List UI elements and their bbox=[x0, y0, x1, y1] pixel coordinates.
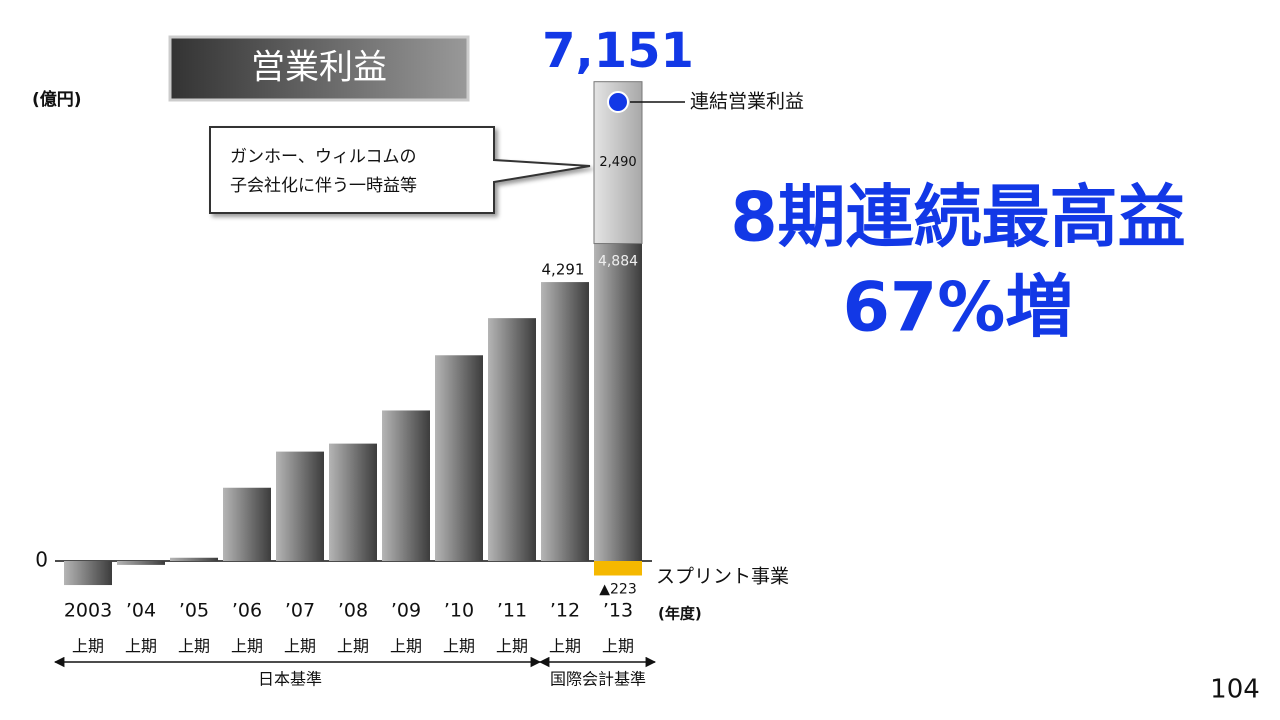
headline: 8期連続最高益 bbox=[730, 179, 1185, 258]
legend-marker bbox=[607, 91, 629, 113]
x-tick-label: ’05 bbox=[179, 600, 209, 622]
title-box bbox=[168, 35, 470, 102]
data-label: 2,490 bbox=[599, 155, 636, 170]
bar bbox=[488, 318, 536, 561]
period-label: 上期 bbox=[125, 637, 157, 656]
legend-label: 連結営業利益 bbox=[690, 91, 804, 113]
data-label: 4,884 bbox=[598, 254, 638, 270]
period-label: 上期 bbox=[549, 637, 581, 656]
x-tick-label: ’07 bbox=[285, 600, 315, 622]
bar bbox=[594, 243, 642, 562]
chart-title: 営業利益 bbox=[251, 48, 387, 88]
unit-label: (億円) bbox=[32, 89, 82, 110]
x-tick-label: ’09 bbox=[391, 600, 421, 622]
data-label: ▲223 bbox=[599, 581, 637, 597]
x-tick-label: ’13 bbox=[603, 600, 633, 622]
page-number: 104 bbox=[1210, 675, 1260, 705]
period-label: 上期 bbox=[178, 637, 210, 656]
x-label: (年度) bbox=[658, 605, 702, 623]
standard-label: 日本基準 bbox=[258, 670, 322, 689]
x-tick-label: ’08 bbox=[338, 600, 368, 622]
series-label: スプリント事業 bbox=[656, 566, 789, 588]
period-label: 上期 bbox=[231, 637, 263, 656]
x-tick-label: ’11 bbox=[497, 600, 527, 622]
period-label: 上期 bbox=[496, 637, 528, 656]
callout-text: 子会社化に伴う一時益等 bbox=[230, 176, 417, 196]
bar bbox=[64, 561, 112, 586]
standard-label: 国際会計基準 bbox=[550, 670, 646, 689]
bar bbox=[117, 561, 165, 565]
period-label: 上期 bbox=[284, 637, 316, 656]
data-label: 4,291 bbox=[542, 261, 585, 279]
bar bbox=[170, 557, 218, 561]
bar bbox=[382, 410, 430, 561]
x-tick-label: ’12 bbox=[550, 600, 580, 622]
x-tick-label: ’10 bbox=[444, 600, 474, 622]
bar bbox=[276, 451, 324, 561]
headline: 67%増 bbox=[843, 269, 1074, 348]
period-label: 上期 bbox=[602, 637, 634, 656]
period-label: 上期 bbox=[337, 637, 369, 656]
x-tick-label: ’06 bbox=[232, 600, 262, 622]
total-label: 7,151 bbox=[542, 23, 694, 79]
x-tick-label: ’04 bbox=[126, 600, 156, 622]
period-label: 上期 bbox=[390, 637, 422, 656]
period-label: 上期 bbox=[72, 637, 104, 656]
bar bbox=[594, 561, 642, 576]
bar bbox=[223, 487, 271, 561]
bar bbox=[435, 355, 483, 561]
x-tick-label: 2003 bbox=[64, 600, 112, 622]
bar bbox=[329, 443, 377, 561]
period-label: 上期 bbox=[443, 637, 475, 656]
callout-text: ガンホー、ウィルコムの bbox=[230, 147, 417, 167]
bar bbox=[541, 282, 589, 561]
callout-box bbox=[209, 126, 591, 214]
y-tick-label: 0 bbox=[35, 548, 48, 572]
